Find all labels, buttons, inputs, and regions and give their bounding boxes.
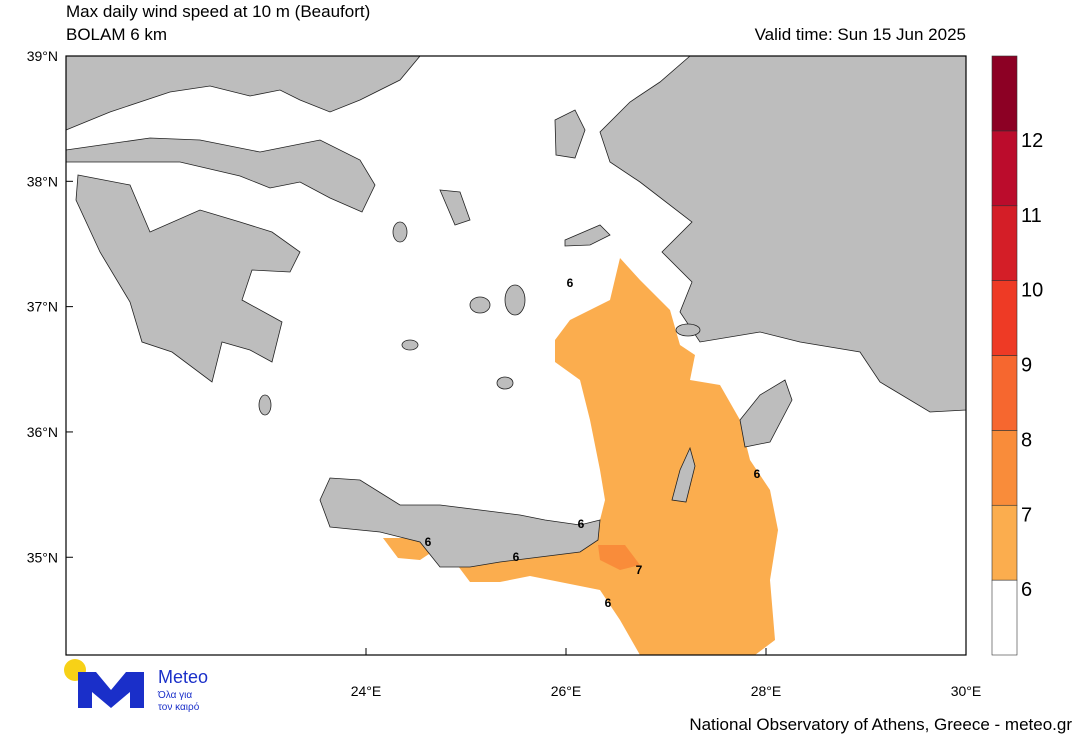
colorbar-swatch — [991, 355, 1018, 431]
lat-tick-label: 36°N — [27, 424, 58, 440]
logo-tagline: Όλα για — [157, 690, 192, 701]
land — [401, 339, 419, 351]
colorbar-label: 7 — [1021, 504, 1032, 526]
land — [258, 394, 272, 416]
footer: National Observatory of Athens, Greece -… — [689, 715, 1072, 734]
land — [496, 376, 514, 390]
colorbar: 6 7 8 9 10 11 12 — [991, 55, 1043, 656]
lat-tick-label: 38°N — [27, 173, 58, 189]
contour-label: 6 — [567, 276, 574, 290]
land — [392, 221, 408, 243]
contour-label: 6 — [513, 550, 520, 564]
colorbar-label: 9 — [1021, 355, 1032, 377]
colorbar-swatch — [991, 130, 1018, 207]
colorbar-swatch — [991, 504, 1018, 581]
valid-time: Valid time: Sun 15 Jun 2025 — [755, 25, 966, 44]
contour-label: 6 — [605, 596, 612, 610]
ticks: 24°E 26°E 28°E 30°E 39°N 38°N 37°N 36°N 35°N — [27, 48, 982, 699]
colorbar-label: 6 — [1021, 579, 1032, 601]
wind — [383, 538, 432, 560]
colorbar-label: 10 — [1021, 280, 1043, 302]
lat-tick-label: 37°N — [27, 299, 58, 315]
land — [65, 137, 376, 213]
land — [75, 174, 301, 383]
lat-tick-label: 35°N — [27, 549, 58, 565]
lon-tick-label: 26°E — [551, 683, 582, 699]
colorbar-label: 11 — [1021, 205, 1042, 227]
land — [599, 55, 967, 413]
land — [65, 55, 421, 131]
land — [504, 284, 526, 316]
contour-labels: 6 6 6 6 6 7 6 — [425, 276, 761, 610]
land — [739, 379, 793, 448]
contour-label: 6 — [754, 467, 761, 481]
lon-tick-label: 28°E — [751, 683, 782, 699]
colorbar-swatch — [991, 430, 1018, 506]
colorbar-swatch — [991, 579, 1018, 656]
land — [319, 477, 601, 568]
colorbar-swatch — [991, 55, 1018, 132]
land — [564, 224, 611, 247]
map: 24°E 26°E 28°E 30°E39°N38°N37°N36°N35°N 666… — [27, 48, 982, 699]
contour-label: 7 — [636, 563, 643, 577]
land — [439, 189, 471, 226]
lon-tick-label: 24°E — [351, 683, 382, 699]
logo-tagline: τον καιρό — [158, 701, 200, 713]
logo-name: Meteo — [158, 667, 208, 687]
colorbar-label: 8 — [1021, 429, 1032, 451]
title: Max daily wind speed at 10 m (Beaufort) — [66, 2, 370, 21]
land — [554, 109, 586, 159]
land — [671, 446, 696, 503]
wind-7 — [598, 545, 640, 570]
land — [469, 296, 491, 314]
land — [675, 323, 701, 337]
colorbar-label: 12 — [1021, 130, 1043, 152]
contour-label: 6 — [425, 535, 432, 549]
logo: Meteo Όλα για τον καιρό — [64, 659, 208, 713]
colorbar-swatch — [991, 280, 1018, 356]
lat-tick-label: 39°N — [27, 48, 58, 64]
contour-label: 6 — [578, 517, 585, 531]
map-frame — [65, 55, 967, 656]
lon-tick-label: 30°E — [951, 683, 982, 699]
logo-mark — [78, 672, 144, 708]
model: BOLAM 6 km — [66, 25, 167, 44]
colorbar-swatch — [991, 205, 1018, 281]
